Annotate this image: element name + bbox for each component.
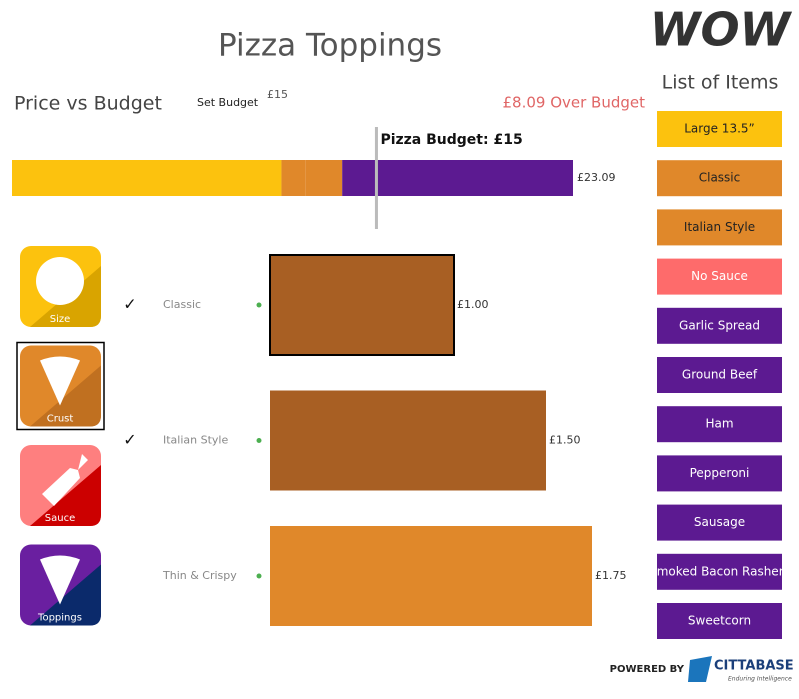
list-item: [657, 357, 782, 393]
option-dot: [256, 573, 262, 579]
list-item: [657, 258, 782, 295]
list-item: [657, 553, 782, 590]
list-item: [657, 504, 782, 541]
list-item-label: Large 13.5”: [684, 122, 755, 136]
list-heading: List of Items: [662, 72, 779, 94]
list-item-label: Sweetcorn: [688, 614, 751, 628]
category-label: Toppings: [37, 613, 82, 624]
total-label: £23.09: [577, 171, 616, 184]
option-dot: [256, 302, 262, 308]
option-value-label: £1.75: [595, 569, 627, 582]
list-item-label: Sausage: [694, 515, 745, 529]
option-value-label: £1.00: [457, 298, 489, 311]
icon-bottle: [42, 454, 88, 506]
check-mark: ✓: [123, 430, 136, 449]
option-name: Classic: [163, 298, 201, 311]
budget-segment: [305, 160, 343, 196]
icon-slice: [40, 356, 80, 406]
option-bar: [270, 526, 592, 626]
list-item-label: Classic: [699, 171, 741, 185]
category-label: Size: [50, 314, 71, 325]
brand-icon: [688, 656, 712, 682]
list-item-label: Pepperoni: [690, 466, 750, 480]
icon-pizza: [36, 257, 84, 305]
budget-segment: [342, 160, 573, 196]
category-button[interactable]: Size: [20, 246, 101, 327]
category-button[interactable]: Toppings: [20, 544, 101, 626]
tagline: Enduring Intelligence: [728, 676, 792, 683]
budget-line-label: Pizza Budget: £15: [380, 132, 522, 148]
list-item: [657, 209, 782, 246]
icon-slice: [40, 555, 80, 605]
icon-diagonal: [30, 365, 101, 427]
over-budget: £8.09 Over Budget: [502, 94, 645, 112]
option-name: Thin & Crispy: [162, 569, 237, 582]
budget-segment: [281, 160, 306, 196]
selected-outline: [16, 341, 105, 431]
list-item: [657, 160, 782, 197]
set-budget-value[interactable]: £15: [267, 88, 288, 101]
category-button[interactable]: Crust: [16, 341, 105, 431]
check-mark: ✓: [123, 295, 136, 314]
list-item: [657, 455, 782, 492]
list-item: [657, 111, 782, 147]
list-item: [657, 307, 782, 344]
logo: WOW: [650, 3, 793, 57]
option-value-label: £1.50: [549, 434, 581, 447]
list-items: Large 13.5” Classic Italian Style No Sauce G…: [649, 111, 790, 639]
option-bar: [270, 390, 546, 491]
icon-diagonal: [30, 465, 101, 526]
powered-by: POWERED BY: [610, 664, 685, 675]
budget-segment: [12, 160, 282, 196]
list-item-label: Garlic Spread: [679, 318, 760, 332]
list-item: [657, 603, 782, 639]
category-label: Sauce: [45, 513, 75, 524]
budget-heading: Price vs Budget: [14, 93, 162, 115]
option-dot: [256, 438, 262, 443]
set-budget-label: Set Budget: [197, 96, 259, 109]
list-item-label: Italian Style: [684, 220, 755, 234]
list-item: [657, 406, 782, 443]
category-button[interactable]: Sauce: [20, 445, 101, 526]
list-item-label: Ham: [705, 417, 733, 431]
list-item-label: Smoked Bacon Rashers: [649, 564, 790, 578]
icon-diagonal: [30, 564, 101, 626]
category-label: Crust: [47, 414, 74, 425]
option-name: Italian Style: [163, 434, 228, 447]
brand: CITTABASE: [714, 659, 794, 674]
list-item-label: No Sauce: [691, 269, 748, 283]
title: Pizza Toppings: [218, 28, 442, 64]
list-item-label: Ground Beef: [682, 368, 758, 382]
option-bar: [269, 254, 455, 356]
